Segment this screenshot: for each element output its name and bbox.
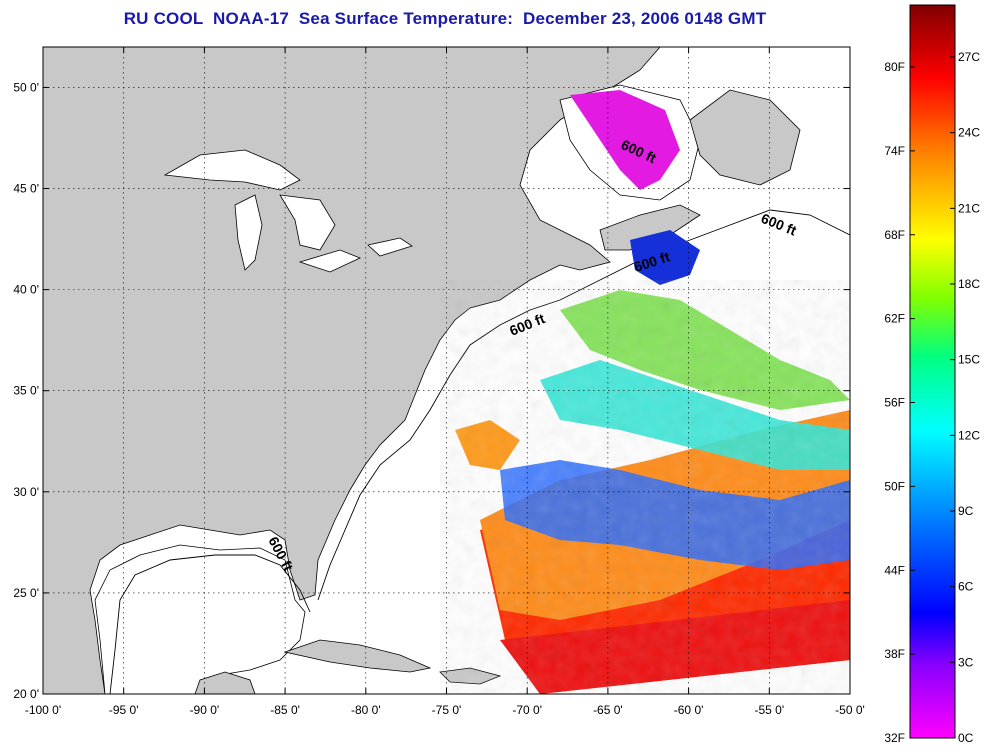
lake-michigan bbox=[234, 194, 263, 271]
lat-tick-label: 45 0' bbox=[13, 182, 39, 196]
lon-tick-label: -85 0' bbox=[270, 703, 300, 717]
colorbar-f-label: 44F bbox=[884, 563, 905, 577]
swath-magenta-gulf bbox=[570, 90, 680, 190]
colorbar-f-label: 68F bbox=[884, 228, 905, 242]
swath-deep-blue-north bbox=[630, 230, 700, 285]
lake-huron bbox=[279, 194, 336, 251]
lake-superior bbox=[163, 149, 301, 191]
colorbar bbox=[909, 4, 956, 739]
lon-tick-label: -65 0' bbox=[593, 703, 623, 717]
lon-tick-label: -95 0' bbox=[109, 703, 139, 717]
lon-tick-label: -80 0' bbox=[351, 703, 381, 717]
colorbar-f-label: 38F bbox=[884, 647, 905, 661]
colorbar-c-label: 0C bbox=[958, 731, 974, 745]
sst-swath bbox=[440, 90, 850, 694]
axis-tick-labels: -100 0' -95 0' -90 0' -85 0' -80 0' -75 0' -70… bbox=[13, 80, 864, 717]
colorbar-f-label: 80F bbox=[884, 60, 905, 74]
colorbar-f-label: 74F bbox=[884, 144, 905, 158]
lon-tick-label: -60 0' bbox=[674, 703, 704, 717]
lake-erie bbox=[298, 249, 362, 273]
lat-tick-label: 20 0' bbox=[13, 687, 39, 701]
colorbar-c-label: 15C bbox=[958, 353, 980, 367]
lat-tick-label: 50 0' bbox=[13, 80, 39, 94]
land-nova-scotia bbox=[599, 204, 701, 251]
lon-tick-label: -70 0' bbox=[512, 703, 542, 717]
colorbar-c-label: 27C bbox=[958, 50, 980, 64]
colorbar-c-label: 9C bbox=[958, 504, 974, 518]
colorbar-c-label: 21C bbox=[958, 201, 980, 215]
colorbar-f-label: 50F bbox=[884, 479, 905, 493]
colorbar-c-label: 12C bbox=[958, 428, 980, 442]
lat-tick-label: 25 0' bbox=[13, 586, 39, 600]
map-title: RU COOL NOAA-17 Sea Surface Temperature:… bbox=[123, 9, 767, 28]
lon-tick-label: -50 0' bbox=[835, 703, 865, 717]
colorbar-c-label: 18C bbox=[958, 277, 980, 291]
colorbar-f-label: 56F bbox=[884, 396, 905, 410]
lat-tick-label: 40 0' bbox=[13, 283, 39, 297]
land-north-america bbox=[43, 47, 661, 694]
axis-ticks bbox=[42, 47, 851, 695]
colorbar-f-label: 32F bbox=[884, 731, 905, 745]
land-newfoundland bbox=[689, 89, 801, 186]
colorbar-f-label: 62F bbox=[884, 312, 905, 326]
lat-tick-label: 35 0' bbox=[13, 384, 39, 398]
colorbar-c-label: 3C bbox=[958, 655, 974, 669]
land-cuba bbox=[283, 639, 432, 673]
lon-tick-label: -75 0' bbox=[432, 703, 462, 717]
gulf-of-mexico bbox=[94, 544, 306, 694]
lon-tick-label: -55 0' bbox=[754, 703, 784, 717]
lon-tick-label: -90 0' bbox=[190, 703, 220, 717]
colorbar-c-label: 6C bbox=[958, 580, 974, 594]
lake-ontario bbox=[367, 237, 413, 257]
colorbar-c-label: 24C bbox=[958, 126, 980, 140]
colorbar-labels: 80F 74F 68F 62F 56F 50F 44F 38F 32F 27C 24C 21C 18C 1… bbox=[884, 50, 980, 745]
lon-tick-label: -100 0' bbox=[25, 703, 61, 717]
lat-tick-label: 30 0' bbox=[13, 485, 39, 499]
land-yucatan bbox=[194, 671, 256, 694]
